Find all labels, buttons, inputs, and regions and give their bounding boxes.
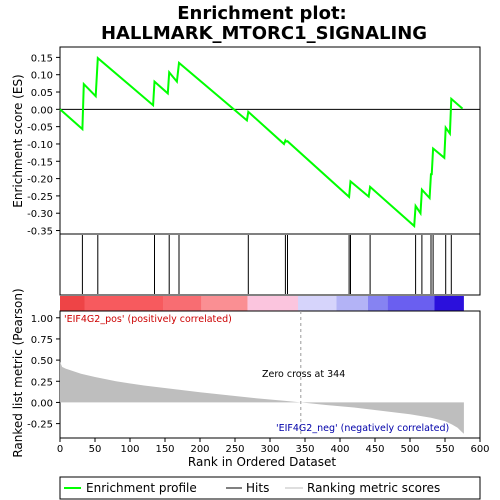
x-axis-label: Rank in Ordered Dataset bbox=[188, 455, 336, 469]
color-bar-segment bbox=[201, 296, 248, 311]
color-bar-segment bbox=[247, 296, 298, 311]
es-plot-frame bbox=[59, 46, 481, 235]
legend-label-enrichment-profile: Enrichment profile bbox=[86, 481, 197, 495]
x-tick-label: 550 bbox=[435, 444, 454, 455]
es-y-axis-label: Enrichment score (ES) bbox=[11, 74, 25, 207]
rank-x-axis: 0 50 100 150 200 250 300 350 400 450 500 550 600 bbox=[57, 438, 490, 455]
es-y-tick-label: -0.30 bbox=[27, 209, 53, 220]
zero-cross-label: Zero cross at 344 bbox=[262, 369, 345, 380]
es-y-tick-label: 0.10 bbox=[31, 71, 53, 82]
x-tick-label: 50 bbox=[89, 444, 102, 455]
es-y-tick-label: 0.05 bbox=[31, 88, 53, 99]
x-tick-label: 450 bbox=[365, 444, 384, 455]
x-tick-label: 0 bbox=[57, 444, 63, 455]
es-y-tick-label: -0.05 bbox=[27, 123, 53, 134]
metric-y-tick-label: 0.75 bbox=[31, 335, 53, 346]
es-y-tick-label: -0.25 bbox=[27, 192, 53, 203]
metric-y-tick-label: 0.25 bbox=[31, 377, 53, 388]
metric-y-tick-label: 1.00 bbox=[31, 314, 53, 325]
hit-lines bbox=[81, 235, 452, 294]
es-y-axis: 0.15 0.10 0.05 0.00 -0.05 -0.10 -0.15 -0.20 -0.2… bbox=[27, 53, 60, 238]
color-bar-segment bbox=[60, 296, 85, 311]
hits-panel bbox=[59, 233, 481, 296]
x-tick-label: 150 bbox=[155, 444, 174, 455]
es-y-tick-label: -0.35 bbox=[27, 227, 53, 238]
x-tick-label: 600 bbox=[470, 444, 489, 455]
color-bar-segment bbox=[298, 296, 337, 311]
legend-label-ranking-metric: Ranking metric scores bbox=[307, 481, 440, 495]
color-bar-segment bbox=[336, 296, 368, 311]
es-y-tick-label: -0.15 bbox=[27, 157, 53, 168]
color-bar-segment bbox=[434, 296, 464, 311]
chart-title-line2: HALLMARK_MTORC1_SIGNALING bbox=[101, 23, 427, 44]
color-bar-segment bbox=[163, 296, 202, 311]
es-y-tick-label: -0.10 bbox=[27, 140, 53, 151]
metric-panel: 1.00 0.75 0.50 0.25 0.00 -0.25 0 50 100 150 200 25… bbox=[11, 288, 490, 469]
color-bar-segment bbox=[387, 296, 435, 311]
x-tick-label: 300 bbox=[260, 444, 279, 455]
metric-y-axis-label: Ranked list metric (Pearson) bbox=[11, 288, 25, 457]
hits-frame bbox=[59, 233, 481, 296]
color-bar-segment bbox=[84, 296, 164, 311]
x-tick-label: 100 bbox=[120, 444, 139, 455]
metric-y-tick-label: 0.00 bbox=[31, 398, 53, 409]
es-panel: 0.15 0.10 0.05 0.00 -0.05 -0.10 -0.15 -0.20 -0.2… bbox=[11, 46, 481, 238]
legend-label-hits: Hits bbox=[246, 481, 269, 495]
ranking-metric-area bbox=[60, 361, 464, 434]
x-tick-label: 200 bbox=[190, 444, 209, 455]
negative-correlation-label: 'EIF4G2_neg' (negatively correlated) bbox=[276, 423, 449, 434]
metric-y-tick-label: -0.25 bbox=[27, 420, 53, 431]
chart-title-line1: Enrichment plot: bbox=[177, 3, 347, 24]
metric-plot-frame bbox=[59, 310, 481, 439]
color-bar-segment bbox=[368, 296, 388, 311]
x-tick-label: 500 bbox=[400, 444, 419, 455]
metric-y-axis: 1.00 0.75 0.50 0.25 0.00 -0.25 bbox=[27, 314, 60, 431]
x-tick-label: 250 bbox=[225, 444, 244, 455]
es-y-tick-label: 0.00 bbox=[31, 105, 53, 116]
rank-color-bar bbox=[60, 296, 464, 311]
metric-y-tick-label: 0.50 bbox=[31, 356, 53, 367]
positive-correlation-label: 'EIF4G2_pos' (positively correlated) bbox=[64, 314, 232, 325]
legend: Enrichment profile Hits Ranking metric s… bbox=[59, 476, 481, 500]
legend-frame bbox=[59, 476, 481, 500]
enrichment-profile-line bbox=[59, 56, 464, 229]
x-tick-label: 350 bbox=[295, 444, 314, 455]
x-tick-label: 400 bbox=[330, 444, 349, 455]
es-y-tick-label: 0.15 bbox=[31, 53, 53, 64]
es-y-tick-label: -0.20 bbox=[27, 175, 53, 186]
